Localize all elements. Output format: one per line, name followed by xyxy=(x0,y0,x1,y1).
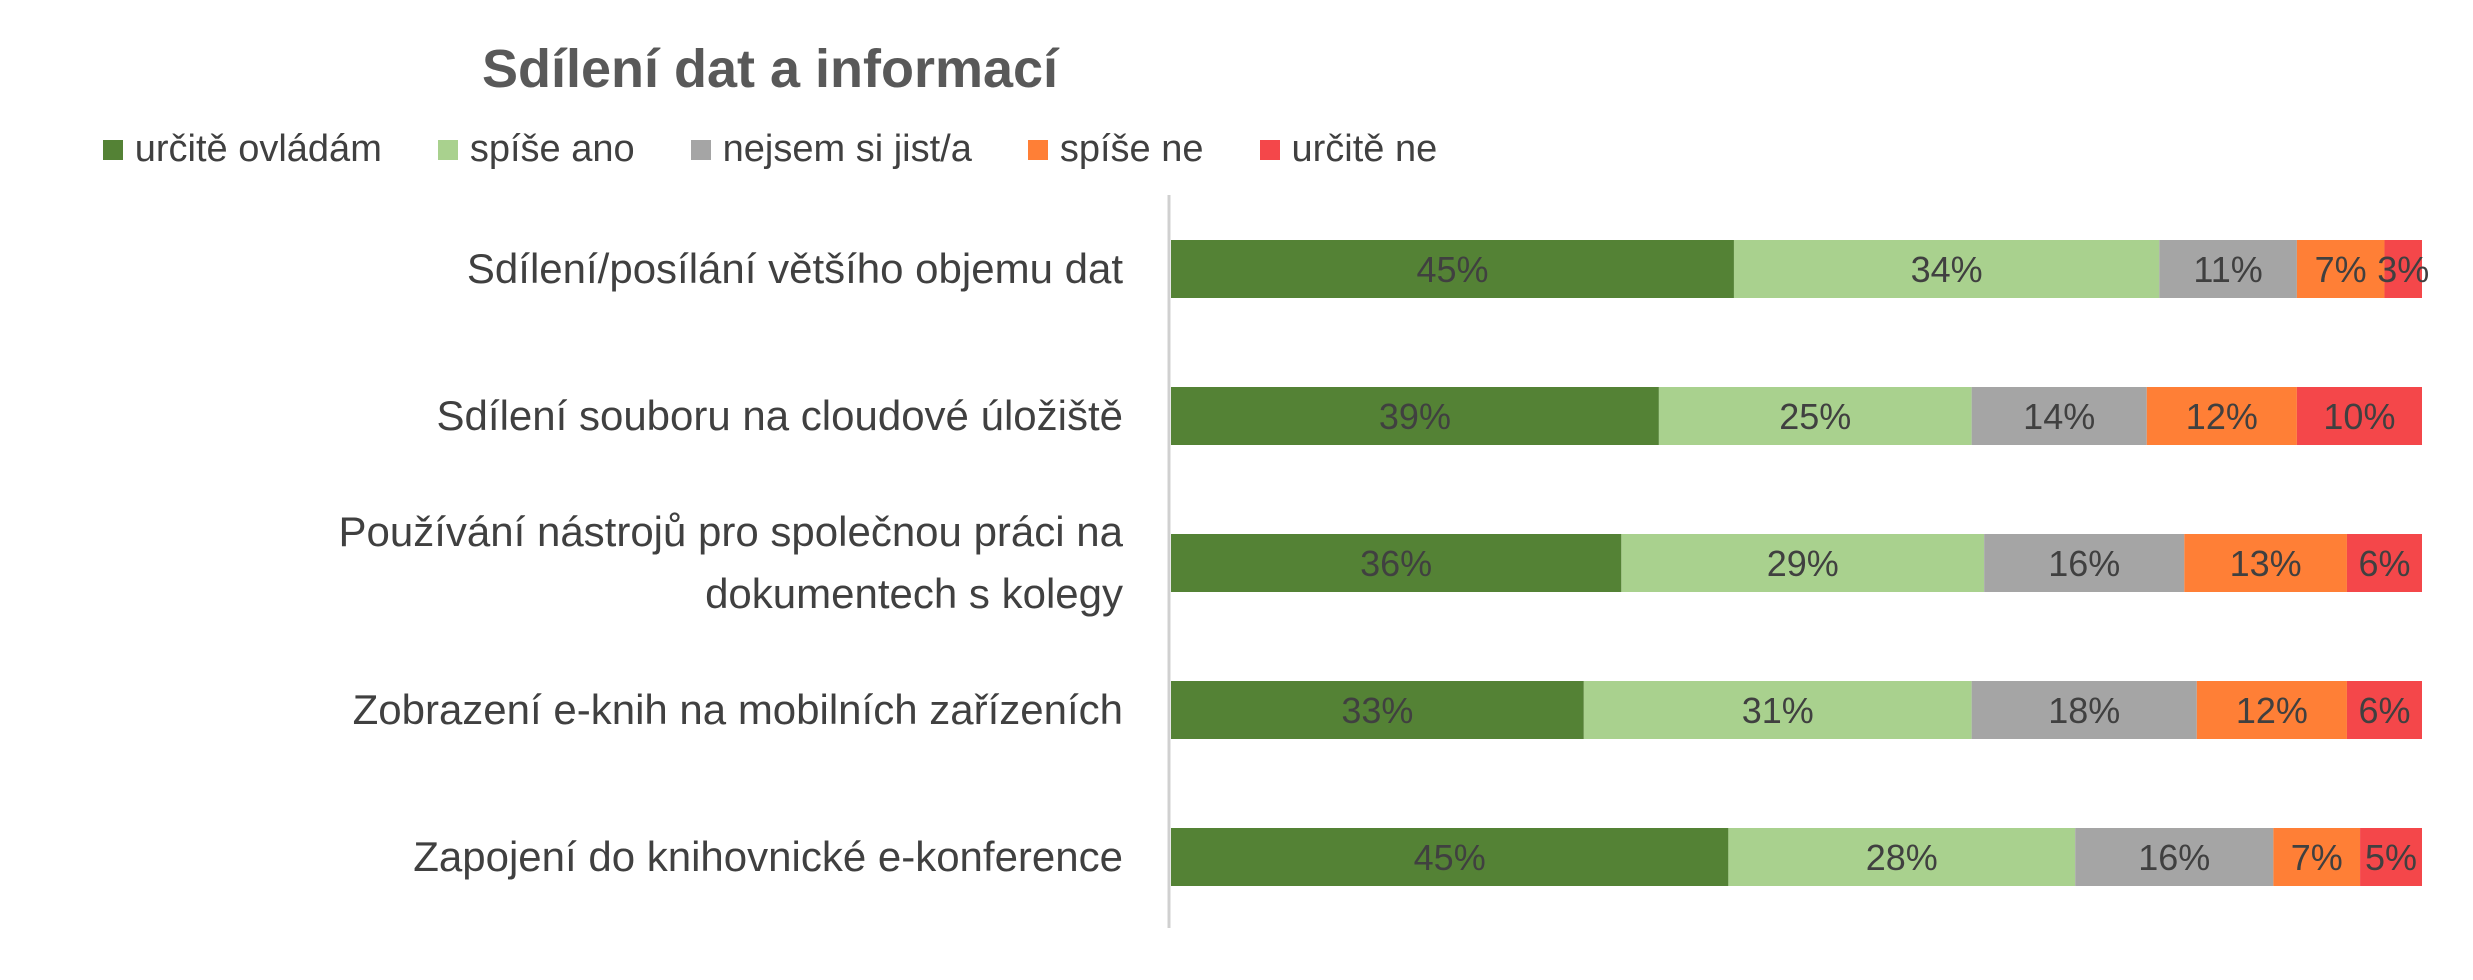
data-label: 25% xyxy=(1779,396,1851,437)
legend-item: spíše ne xyxy=(1027,128,1204,171)
bar-segment xyxy=(1171,240,1734,298)
data-label: 12% xyxy=(2236,690,2308,731)
category-label-line: Zapojení do knihovnické e-konference xyxy=(413,833,1123,880)
data-label: 18% xyxy=(2048,690,2120,731)
legend-label: nejsem si jist/a xyxy=(722,128,972,170)
bar-segment xyxy=(1658,387,1972,445)
legend-label: spíše ne xyxy=(1059,128,1204,170)
bar-segment xyxy=(1733,240,2160,298)
category-label-line: Zobrazení e-knih na mobilních zařízeních xyxy=(353,686,1123,733)
data-label: 36% xyxy=(1360,543,1432,584)
bar-segment xyxy=(2384,240,2422,298)
bar-segment xyxy=(2346,681,2422,739)
data-label: 7% xyxy=(2315,249,2367,290)
category-label: Zapojení do knihovnické e-konference xyxy=(413,833,1123,880)
bar-segment xyxy=(2296,240,2385,298)
legend-swatch xyxy=(690,139,711,160)
bar-segment xyxy=(2075,828,2274,886)
data-label: 3% xyxy=(2377,249,2429,290)
legend-swatch xyxy=(102,139,123,160)
bar-segment xyxy=(1171,387,1659,445)
bar-segment xyxy=(2360,828,2422,886)
legend-item: nejsem si jist/a xyxy=(690,128,972,171)
legend: určitě ovládám spíše ano nejsem si jist/a s… xyxy=(0,128,1540,171)
legend-label: určitě ovládám xyxy=(134,128,382,170)
category-label-line: Sdílení/posílání většího objemu dat xyxy=(467,245,1123,292)
bar-segment xyxy=(1171,534,1622,592)
data-label: 29% xyxy=(1767,543,1839,584)
data-label: 5% xyxy=(2365,837,2417,878)
legend-item: spíše ano xyxy=(437,128,635,171)
category-label: Sdílení souboru na cloudové úložiště xyxy=(437,392,1123,439)
data-label: 34% xyxy=(1911,249,1983,290)
legend-swatch xyxy=(1259,139,1280,160)
data-label: 14% xyxy=(2023,396,2095,437)
bar-segment xyxy=(1971,681,2197,739)
legend-item: určitě ovládám xyxy=(102,128,382,171)
bar-segment xyxy=(2346,534,2422,592)
data-label: 7% xyxy=(2291,837,2343,878)
chart-title: Sdílení dat a informací xyxy=(481,39,1059,99)
data-label: 6% xyxy=(2358,690,2410,731)
data-label: 16% xyxy=(2138,837,2210,878)
data-label: 45% xyxy=(1416,249,1488,290)
bar-segment xyxy=(1984,534,2185,592)
legend-item: určitě ne xyxy=(1259,128,1438,171)
data-label: 33% xyxy=(1341,690,1413,731)
data-label: 10% xyxy=(2323,396,2395,437)
bar-segment xyxy=(2146,387,2297,445)
legend-label: určitě ne xyxy=(1291,128,1438,170)
bar-segment xyxy=(1171,681,1584,739)
data-label: 11% xyxy=(2193,249,2262,290)
category-label-line: Používání nástrojů pro společnou práci n… xyxy=(339,508,1124,555)
legend-label: spíše ano xyxy=(469,128,635,170)
bar-segment xyxy=(1621,534,1985,592)
bar-segment xyxy=(1583,681,1972,739)
data-label: 12% xyxy=(2186,396,2258,437)
category-label-line: dokumentech s kolegy xyxy=(705,570,1123,617)
legend-swatch xyxy=(1027,139,1048,160)
bar-segment xyxy=(2296,387,2422,445)
data-label: 16% xyxy=(2048,543,2120,584)
data-label: 31% xyxy=(1742,690,1814,731)
data-label: 6% xyxy=(2358,543,2410,584)
category-label: Zobrazení e-knih na mobilních zařízeních xyxy=(353,686,1123,733)
bar-segment xyxy=(2196,681,2347,739)
category-label: Sdílení/posílání většího objemu dat xyxy=(467,245,1123,292)
legend-swatch xyxy=(437,139,458,160)
data-label: 45% xyxy=(1414,837,1486,878)
bar-segment xyxy=(2184,534,2347,592)
bar-segment xyxy=(1171,828,1729,886)
data-label: 13% xyxy=(2230,543,2302,584)
bar-segment xyxy=(1971,387,2147,445)
bar-segment xyxy=(2159,240,2297,298)
data-label: 28% xyxy=(1866,837,1938,878)
category-label: Používání nástrojů pro společnou práci n… xyxy=(339,508,1124,617)
bar-segment xyxy=(1728,828,2076,886)
data-label: 39% xyxy=(1379,396,1451,437)
bar-segment xyxy=(2273,828,2361,886)
category-label-line: Sdílení souboru na cloudové úložiště xyxy=(437,392,1123,439)
